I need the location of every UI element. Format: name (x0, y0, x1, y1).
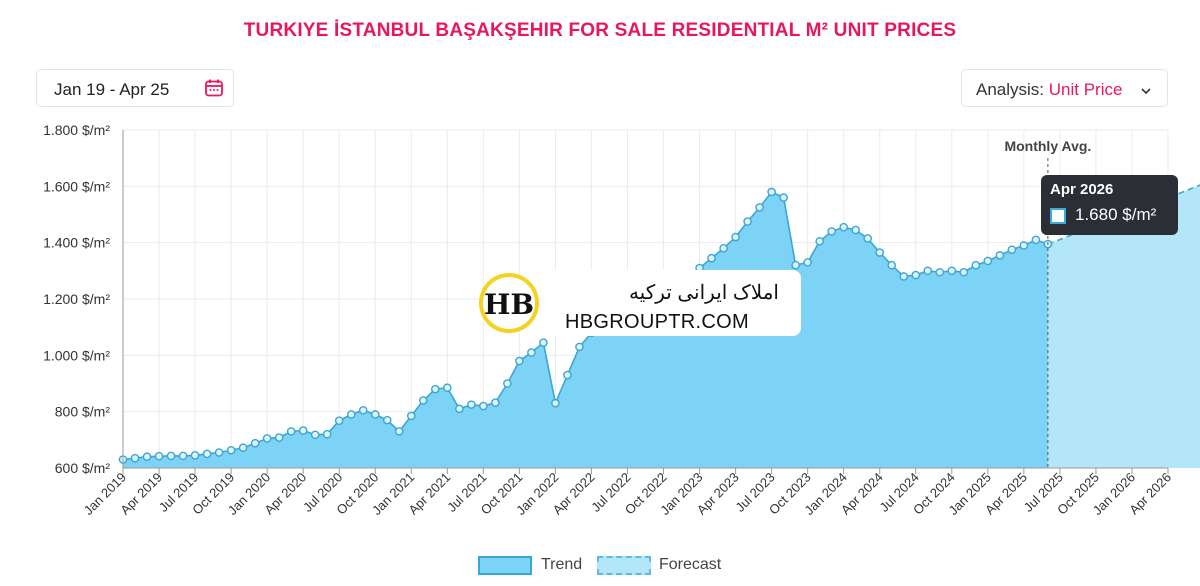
trend-point (443, 383, 452, 393)
trend-point (803, 258, 812, 267)
trend-point (899, 272, 909, 281)
trend-point (851, 225, 861, 235)
trend-point (286, 427, 296, 436)
trend-point (575, 342, 584, 352)
trend-point (274, 433, 284, 442)
trend-point (382, 415, 392, 425)
trend-point (779, 193, 788, 202)
trend-point (755, 203, 764, 212)
trend-point (491, 398, 500, 407)
trend-point (455, 404, 464, 414)
legend-forecast-label[interactable]: Forecast (659, 556, 722, 573)
trend-point (527, 348, 536, 357)
trend-point (142, 452, 152, 462)
trend-point (563, 370, 572, 380)
trend-point (334, 416, 344, 425)
watermark-logo: HB (473, 270, 545, 336)
trend-point (1019, 241, 1029, 250)
trend-point (767, 187, 776, 197)
trend-point (250, 438, 260, 448)
y-tick-label: 1.200 $/m² (43, 291, 110, 307)
trend-point (551, 398, 560, 408)
trend-point (719, 243, 728, 253)
trend-point (995, 251, 1005, 260)
trend-point (707, 253, 716, 263)
trend-point (731, 232, 740, 242)
trend-point (130, 453, 140, 463)
y-tick-label: 1.600 $/m² (43, 178, 110, 194)
y-tick-label: 600 $/m² (55, 460, 111, 476)
trend-point (935, 267, 945, 277)
analysis-label: Analysis: Unit Price (976, 80, 1123, 99)
trend-point (1031, 235, 1041, 245)
legend-trend-swatch[interactable] (478, 556, 532, 575)
trend-point (515, 356, 524, 366)
trend-point (947, 266, 957, 276)
date-range-label: Jan 19 - Apr 25 (54, 80, 170, 99)
trend-point (791, 260, 800, 270)
trend-point (430, 384, 440, 394)
watermark: املاک ایرانی ترکیه HBGROUPTR.COM (543, 270, 801, 336)
watermark-line1: املاک ایرانی ترکیه (628, 282, 779, 304)
trend-point (322, 429, 332, 439)
watermark-line2: HBGROUPTR.COM (565, 311, 749, 333)
trend-point (214, 448, 224, 457)
chart-title: TURKIYE İSTANBUL BAŞAKŞEHIR FOR SALE RES… (243, 20, 957, 41)
trend-point (238, 443, 248, 453)
trend-point (394, 427, 404, 436)
trend-point (815, 236, 824, 246)
trend-point (503, 379, 512, 388)
legend-forecast-swatch[interactable] (597, 556, 651, 575)
trend-point (154, 451, 164, 461)
y-tick-label: 1.800 $/m² (43, 122, 110, 138)
trend-point (166, 451, 176, 461)
trend-point (1007, 245, 1017, 255)
chevron-down-icon[interactable] (1140, 83, 1152, 101)
trend-point (863, 234, 873, 243)
trend-point (202, 449, 212, 459)
trend-point (226, 445, 236, 455)
trend-point (983, 256, 993, 266)
forecast-area (1047, 185, 1200, 468)
calendar-icon[interactable] (204, 78, 224, 103)
chart-legend: Trend Forecast (0, 552, 1200, 580)
svg-text:HB: HB (484, 288, 534, 321)
trend-point (971, 260, 981, 270)
trend-point (418, 396, 428, 405)
monthly-avg-label: Monthly Avg. (1004, 138, 1091, 154)
trend-point (310, 430, 320, 440)
trend-point (262, 434, 272, 443)
analysis-dropdown[interactable]: Analysis: Unit Price (961, 69, 1168, 107)
trend-point (479, 401, 488, 411)
trend-point (887, 260, 897, 270)
chart-tooltip: Apr 2026 1.680 $/m² (1041, 175, 1178, 235)
trend-point (923, 266, 933, 276)
trend-point (178, 451, 188, 461)
trend-point (743, 217, 752, 226)
trend-point (298, 426, 308, 435)
trend-point (370, 410, 380, 419)
trend-area (123, 191, 1048, 468)
tooltip-date: Apr 2026 (1050, 181, 1114, 198)
trend-point (406, 411, 416, 421)
trend-point (827, 227, 836, 236)
legend-trend-label[interactable]: Trend (541, 556, 583, 573)
y-tick-label: 1.000 $/m² (43, 347, 110, 363)
trend-point (959, 267, 969, 277)
trend-point (875, 248, 885, 257)
trend-point (539, 338, 548, 347)
trend-point (467, 400, 476, 409)
date-range-picker[interactable]: Jan 19 - Apr 25 (36, 69, 234, 107)
trend-point (839, 222, 848, 232)
trend-point (358, 405, 368, 415)
trend-point (190, 451, 200, 460)
tooltip-value: 1.680 $/m² (1075, 205, 1157, 224)
tooltip-swatch (1050, 208, 1066, 224)
trend-point (346, 410, 356, 419)
trend-point (911, 270, 921, 280)
analysis-value: Unit Price (1048, 80, 1123, 99)
y-tick-label: 800 $/m² (55, 404, 111, 420)
y-tick-label: 1.400 $/m² (43, 235, 110, 251)
